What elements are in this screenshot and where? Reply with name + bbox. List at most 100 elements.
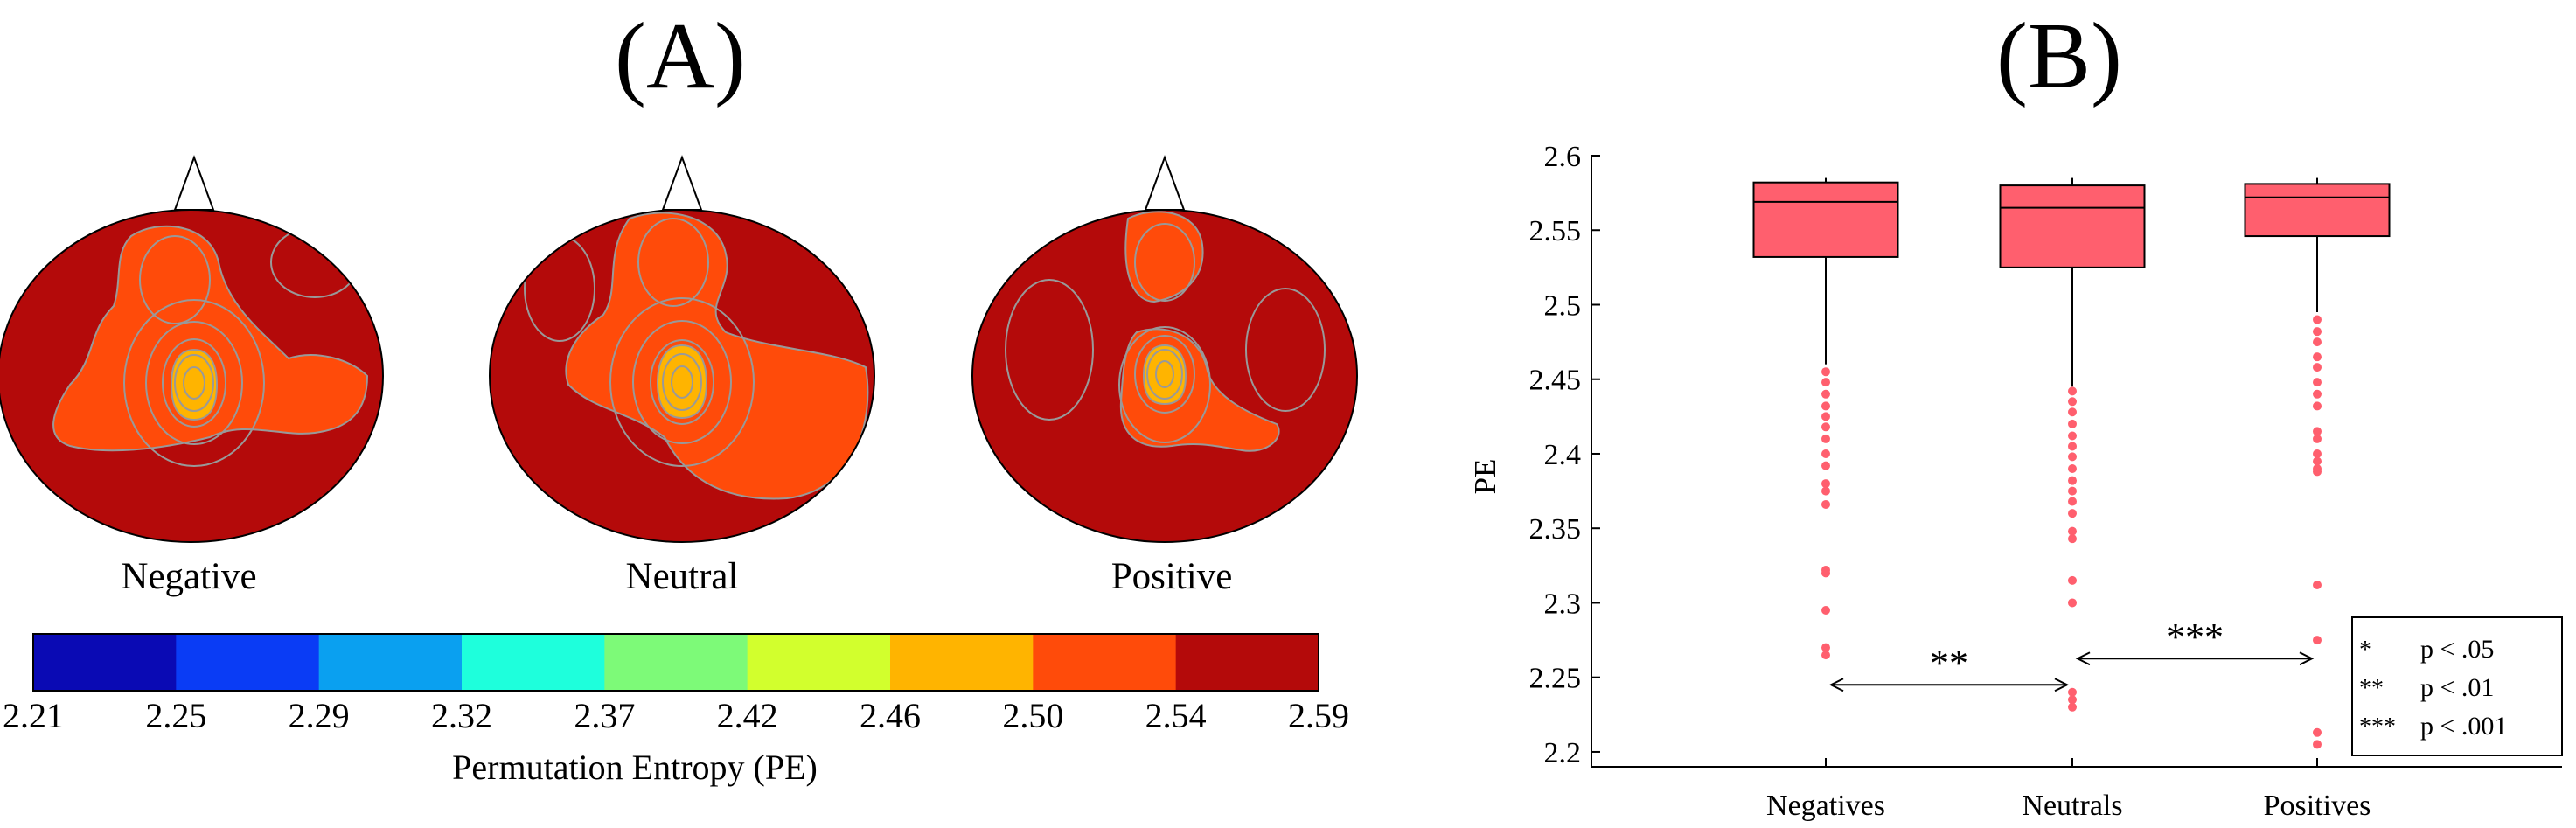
- outlier-point: [2313, 337, 2322, 347]
- legend-stars-2: **: [2359, 675, 2384, 702]
- topomap-negative: Negative: [0, 155, 384, 597]
- significance-bracket: ***: [2075, 616, 2315, 666]
- box-iqr: [1752, 181, 1899, 258]
- outlier-point: [2313, 401, 2322, 411]
- y-tick-label: 2.6: [1544, 141, 1582, 173]
- box-iqr: [1999, 184, 2146, 268]
- outlier-point: [1821, 449, 1830, 458]
- outlier-point: [2068, 702, 2077, 712]
- x-tick-label: Positives: [2264, 790, 2371, 822]
- outlier-point: [2068, 695, 2077, 705]
- outlier-point: [2313, 427, 2322, 436]
- legend-text-2: p < .01: [2420, 673, 2494, 702]
- outlier-point: [2313, 363, 2322, 372]
- colorbar-tick-label: 2.54: [1145, 696, 1207, 735]
- outlier-point: [1821, 479, 1830, 489]
- colorbar-tick-label: 2.29: [289, 696, 350, 735]
- colorbar-segment: [33, 634, 177, 691]
- x-tick-label: Negatives: [1766, 790, 1885, 822]
- outlier-point: [2313, 327, 2322, 337]
- colorbar-segment: [604, 634, 748, 691]
- outlier-point: [2068, 476, 2077, 485]
- nose-marker: [1144, 155, 1186, 211]
- outlier-point: [2313, 740, 2322, 749]
- panel-b-label: (B): [1996, 4, 2122, 108]
- outlier-point: [2068, 497, 2077, 506]
- outlier-point: [2313, 449, 2322, 458]
- outlier-point: [2068, 534, 2077, 544]
- outlier-point: [2313, 434, 2322, 443]
- significance-stars: **: [1930, 642, 1968, 685]
- outlier-point: [2068, 526, 2077, 536]
- colorbar-tick-label: 2.25: [145, 696, 206, 735]
- outlier-point: [2068, 464, 2077, 474]
- outlier-point: [2313, 467, 2322, 477]
- colorbar-title: Permutation Entropy (PE): [452, 748, 818, 787]
- y-tick-label: 2.35: [1529, 513, 1582, 546]
- colorbar-segment: [462, 634, 605, 691]
- colorbar-segment: [318, 634, 463, 691]
- outlier-point: [2313, 727, 2322, 737]
- arrow-head: [2054, 678, 2070, 692]
- outlier-point: [2068, 452, 2077, 462]
- arrow-head: [2299, 651, 2315, 666]
- outlier-point: [1821, 605, 1830, 615]
- colorbar-segment: [747, 634, 891, 691]
- boxplot: 2.2 2.25 2.3 2.35 2.4 2.45 2.5 2.55 2.6 Negatives…: [1529, 141, 2562, 822]
- y-tick-label: 2.5: [1544, 289, 1582, 322]
- outlier-point: [2313, 581, 2322, 590]
- outlier-point: [2068, 442, 2077, 451]
- topomap-neutral: Neutral: [489, 155, 875, 597]
- outlier-point: [1821, 643, 1830, 652]
- colorbar-segment: [890, 634, 1034, 691]
- outlier-point: [2068, 575, 2077, 585]
- outlier-point: [1821, 499, 1830, 509]
- significance-bracket: **: [1828, 642, 2070, 692]
- outlier-point: [2068, 687, 2077, 697]
- outlier-point: [2313, 389, 2322, 399]
- outlier-point: [1821, 367, 1830, 377]
- outlier-point: [2068, 486, 2077, 496]
- colorbar-tick-label: 2.59: [1288, 696, 1349, 735]
- box-iqr: [2244, 183, 2391, 238]
- y-tick-label: 2.45: [1529, 365, 1582, 397]
- colorbar-tick-label: 2.42: [717, 696, 778, 735]
- outlier-point: [2313, 378, 2322, 387]
- outlier-point: [1821, 378, 1830, 387]
- outlier-point: [2068, 419, 2077, 428]
- significance-legend: * p < .05 ** p < .01 *** p < .001: [2351, 616, 2563, 756]
- x-tick-label: Neutrals: [2022, 790, 2122, 822]
- nose-marker: [173, 155, 215, 211]
- y-tick-label: 2.4: [1544, 439, 1582, 471]
- arrow-head: [1828, 678, 1844, 692]
- significance-stars: ***: [2166, 616, 2224, 658]
- outlier-point: [1821, 486, 1830, 496]
- colorbar-tick-label: 2.50: [1002, 696, 1063, 735]
- outlier-point: [2068, 598, 2077, 608]
- y-axis-label: PE: [1468, 459, 1502, 495]
- outlier-point: [1821, 434, 1830, 443]
- colorbar-frame: [32, 633, 1319, 692]
- legend-text-3: p < .001: [2420, 712, 2507, 741]
- panel-a-label: (A): [615, 4, 746, 108]
- y-tick-label: 2.2: [1544, 737, 1582, 769]
- outlier-point: [1821, 401, 1830, 411]
- outlier-point: [2068, 431, 2077, 441]
- outlier-point: [2313, 456, 2322, 466]
- outlier-point: [1821, 422, 1830, 432]
- outlier-point: [1821, 461, 1830, 470]
- colorbar-tick-label: 2.32: [431, 696, 492, 735]
- colorbar-segment: [1175, 634, 1319, 691]
- outlier-point: [1821, 651, 1830, 660]
- nose-marker: [661, 155, 703, 211]
- outlier-point: [2068, 397, 2077, 407]
- legend-stars-1: *: [2359, 637, 2371, 664]
- box-negatives: [1752, 177, 1899, 660]
- y-tick-label: 2.55: [1529, 215, 1582, 247]
- outlier-point: [1821, 412, 1830, 421]
- outlier-point: [1821, 568, 1830, 578]
- outlier-point: [2068, 407, 2077, 417]
- outlier-point: [2313, 352, 2322, 362]
- colorbar-tick-label: 2.37: [574, 696, 635, 735]
